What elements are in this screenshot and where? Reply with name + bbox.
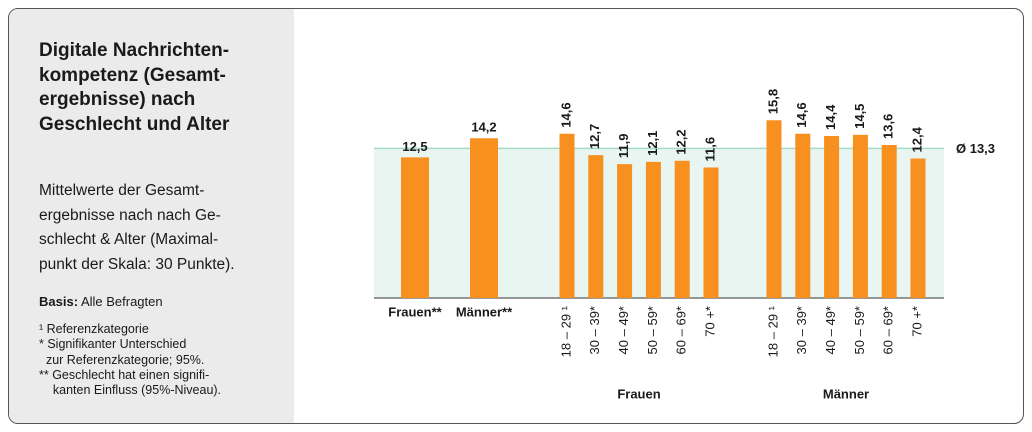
value-label: 15,8	[765, 89, 780, 114]
subtitle-line: ergebnisse nach nach Ge-	[39, 206, 221, 224]
side-panel: Digitale Nachrichten-kompetenz (Gesamt-e…	[9, 9, 294, 423]
x-tick-label: Männer**	[456, 304, 513, 319]
note-line: ¹ Referenzkategorie	[39, 322, 149, 336]
value-label: 12,5	[402, 139, 427, 154]
x-tick-label: 50 – 59*	[852, 306, 867, 354]
x-tick-label: 50 – 59*	[645, 306, 660, 354]
x-tick-label: Frauen**	[388, 304, 442, 319]
value-label: 12,4	[909, 126, 924, 152]
subtitle-line: schlecht & Alter (Maximal-	[39, 231, 219, 248]
bar	[401, 157, 429, 298]
bar	[674, 160, 690, 298]
title-line: kompetenz (Gesamt-	[39, 64, 226, 86]
note-line: ** Geschlecht hat einen signifi-	[39, 367, 210, 382]
bar	[470, 138, 498, 298]
bar	[617, 164, 633, 298]
value-label: 14,4	[823, 104, 838, 130]
notes: ¹ Referenzkategorie * Signifikanter Unter…	[39, 322, 221, 398]
value-label: 11,9	[616, 134, 631, 159]
subtitle: Mittelwerte der Gesamt-ergebnisse nach n…	[39, 179, 235, 277]
x-tick-label: 60 – 69*	[881, 306, 896, 354]
group-label: Männer	[823, 386, 869, 401]
bar	[588, 155, 604, 298]
value-label: 11,6	[702, 137, 717, 162]
x-tick-label: 40 – 49*	[823, 306, 838, 354]
basis-label: Basis:	[39, 294, 79, 309]
basis-text: Alle Befragten	[80, 294, 163, 309]
bar	[703, 167, 719, 298]
value-label: 14,5	[852, 104, 867, 129]
x-tick-label: 30 – 39*	[587, 306, 602, 354]
title-line: Geschlecht und Alter	[39, 113, 230, 135]
value-label: 12,2	[674, 129, 689, 154]
x-tick-label: 60 – 69*	[674, 306, 689, 354]
bar	[795, 133, 811, 298]
bar	[910, 158, 926, 298]
title-line: ergebnisse) nach	[39, 89, 196, 110]
value-label: 14,2	[471, 120, 496, 135]
value-label: 12,7	[587, 124, 602, 149]
value-label: 14,6	[558, 102, 573, 127]
x-tick-label: 70 +*	[909, 306, 924, 337]
bar	[559, 133, 575, 298]
title-line: Digitale Nachrichten-	[39, 40, 230, 61]
x-tick-label: 18 – 29 ¹	[765, 305, 780, 357]
x-tick-label: 70 +*	[702, 306, 717, 337]
note-line: * Signifikanter Unterschied	[39, 337, 187, 352]
value-label: 12,1	[645, 131, 660, 156]
note-line: zur Referenzkategorie; 95%.	[39, 352, 205, 367]
x-tick-label: 40 – 49*	[616, 306, 631, 354]
bar	[645, 161, 661, 298]
value-label: 13,6	[881, 114, 896, 139]
subtitle-line: punkt der Skala: 30 Punkte).	[39, 255, 235, 273]
note-line: kanten Einfluss (95%-Niveau).	[39, 383, 222, 398]
chart: Ø 13,3 12,5 Frauen** 14,2 Männer** 14,6 18 – 2…	[374, 89, 995, 401]
title: Digitale Nachrichten-kompetenz (Gesamt-e…	[39, 39, 229, 137]
subtitle-line: Mittelwerte der Gesamt-	[39, 182, 205, 199]
bar	[852, 134, 868, 298]
bar	[766, 120, 782, 298]
frame: Digitale Nachrichten-kompetenz (Gesamt-e…	[8, 8, 1024, 424]
value-label: 14,6	[794, 102, 809, 127]
x-tick-label: 18 – 29 ¹	[558, 305, 573, 357]
bar	[824, 136, 840, 298]
average-label: Ø 13,3	[956, 141, 995, 156]
x-tick-label: 30 – 39*	[794, 306, 809, 354]
bar	[881, 145, 897, 298]
basis: Basis: Alle Befragten	[39, 294, 163, 309]
group-label: Frauen	[617, 386, 660, 401]
